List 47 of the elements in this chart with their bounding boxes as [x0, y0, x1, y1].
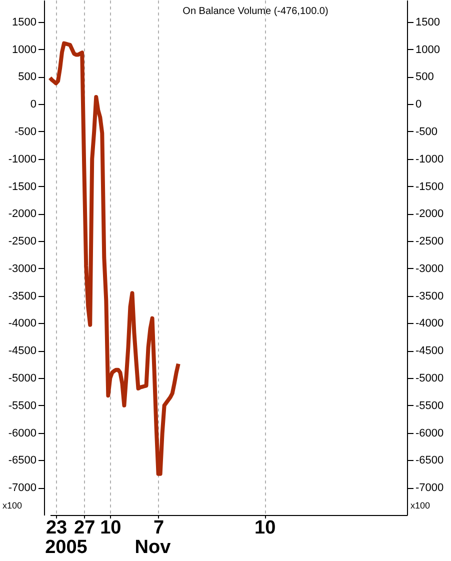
y2-tick-label: 1500 [416, 16, 440, 28]
y2-axis-title: x100 [410, 500, 430, 510]
y-tick-label: -1500 [8, 180, 36, 193]
y-tick-label: -5500 [8, 400, 36, 412]
y2-tick-label: -6000 [416, 427, 444, 440]
y-tick-label: 1500 [12, 16, 36, 28]
y-tick-label: 0 [30, 98, 36, 111]
y2-tick-label: -500 [416, 126, 438, 138]
y-tick-label: -2500 [8, 236, 36, 248]
y-tick-label: -500 [14, 126, 36, 138]
y-tick-label: -5000 [8, 372, 36, 385]
y-tick-label: -6500 [8, 454, 36, 467]
y2-tick-label: -1000 [416, 153, 444, 166]
y2-tick-label: -4000 [416, 318, 444, 330]
x-tick-label: 23 [46, 518, 68, 538]
x-tick-label: 7 [154, 518, 164, 538]
text: Nov [134, 537, 172, 558]
y-tick-label: 500 [18, 71, 36, 84]
y2-tick-label: -2500 [416, 236, 444, 248]
y2-tick-label: -3500 [416, 290, 444, 302]
y2-tick-label: 0 [416, 98, 422, 111]
y-tick-label: -2000 [8, 208, 36, 220]
y-tick-label: -7000 [8, 482, 36, 494]
y-axis-title: x100 [2, 500, 22, 510]
x-tick-label: 27 [74, 518, 96, 538]
y2-tick-label: -4500 [416, 345, 444, 358]
y2-tick-label: -3000 [416, 262, 444, 275]
y-tick-label: -4000 [8, 318, 36, 330]
y2-tick-label: 500 [416, 71, 434, 84]
x-tick-label: 10 [254, 518, 276, 538]
y-tick-label: -4500 [8, 345, 36, 358]
y2-tick-label: -5000 [416, 372, 444, 385]
line-series [48, 41, 180, 476]
text: 2005 [45, 537, 88, 558]
x-tick-label: 10 [100, 518, 122, 538]
y-tick-label: 1000 [12, 44, 36, 56]
y2-tick-label: -6500 [416, 454, 444, 467]
y2-tick-label: -2000 [416, 208, 444, 220]
y-tick-label: -3000 [8, 262, 36, 275]
text: On Balance Volume (-476,100.0) [182, 6, 328, 17]
y2-tick-label: -7000 [416, 482, 444, 494]
y2-tick-label: 1000 [416, 44, 440, 56]
y-tick-label: -3500 [8, 290, 36, 302]
y-tick-label: -6000 [8, 427, 36, 440]
y2-tick-label: -1500 [416, 180, 444, 193]
y2-tick-label: -5500 [416, 400, 444, 412]
y-tick-label: -1000 [8, 153, 36, 166]
